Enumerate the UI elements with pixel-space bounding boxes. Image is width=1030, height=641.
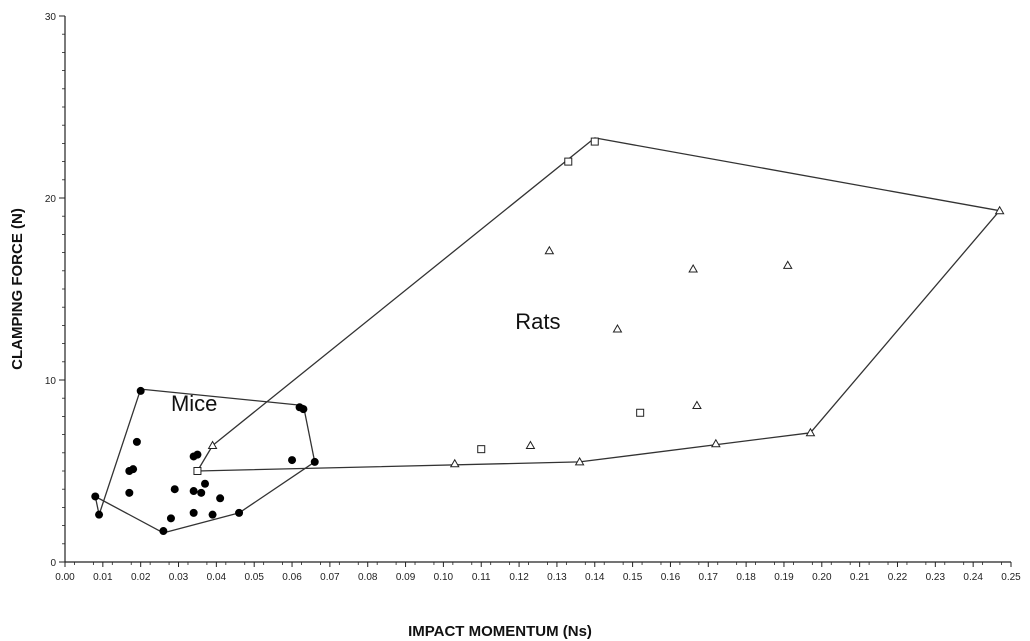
filled-circle-point	[136, 386, 145, 395]
filled-circle-point	[235, 508, 244, 517]
x-tick-label: 0.16	[661, 572, 681, 583]
filled-circle-point	[159, 527, 168, 536]
open-triangle-point	[207, 440, 218, 450]
x-tick-label: 0.07	[320, 572, 340, 583]
open-triangle-point	[612, 324, 623, 333]
open-triangle-point	[782, 260, 793, 269]
x-tick-label: 0.08	[358, 572, 378, 583]
filled-circle-point	[193, 450, 202, 459]
x-tick-label: 0.15	[623, 572, 643, 583]
filled-circle-point	[197, 488, 206, 497]
region-labels: Mice Rats	[171, 309, 561, 416]
region-hulls	[94, 137, 1001, 534]
filled-circle-point	[95, 510, 104, 519]
x-tick-label: 0.10	[434, 572, 454, 583]
open-square-point	[564, 157, 573, 166]
open-triangle-point	[994, 205, 1005, 215]
filled-circle-point	[125, 488, 134, 497]
y-tick-label: 10	[45, 376, 57, 387]
x-tick-label: 0.02	[131, 572, 151, 583]
mice-label: Mice	[171, 391, 217, 416]
y-axis-title: CLAMPING FORCE (N)	[9, 208, 26, 370]
x-tick-label: 0.01	[93, 572, 113, 583]
x-tick-label: 0.21	[850, 572, 870, 583]
x-tick-label: 0.13	[547, 572, 567, 583]
filled-circle-point	[166, 514, 175, 523]
open-square-point	[636, 408, 645, 417]
filled-circle-point	[91, 492, 100, 501]
x-tick-label: 0.12	[509, 572, 529, 583]
x-tick-label: 0.11	[472, 572, 491, 583]
filled-circle-point	[125, 467, 134, 475]
open-square-point	[477, 445, 486, 454]
x-tick-label: 0.24	[963, 572, 983, 583]
axes: 0.00 0.01 0.02 0.03 0.04 0.05 0.06 0.07 0.08 0.09…	[45, 12, 1021, 583]
filled-circle-point	[208, 510, 217, 519]
open-triangle-point	[710, 438, 721, 448]
x-tick-label: 0.20	[812, 572, 832, 583]
filled-circle-point	[295, 403, 304, 412]
rats-hull	[196, 137, 1001, 472]
filled-circle-point	[288, 456, 297, 465]
x-tick-label: 0.03	[169, 572, 189, 583]
open-triangle-point	[544, 245, 555, 255]
open-triangle-point	[449, 458, 460, 468]
open-square-point	[193, 467, 202, 475]
open-square-point	[590, 137, 599, 146]
open-triangle-point	[805, 427, 816, 437]
x-tick-label: 0.23	[926, 572, 946, 583]
open-triangle-point	[688, 263, 699, 273]
y-tick-label: 20	[45, 194, 57, 205]
filled-circle-point	[170, 485, 179, 494]
x-tick-label: 0.05	[244, 572, 264, 583]
y-tick-label: 30	[45, 12, 57, 23]
filled-circle-point	[216, 494, 225, 503]
y-tick-label: 0	[50, 558, 56, 569]
x-tick-label: 0.25	[1001, 572, 1021, 583]
filled-circle-point	[189, 508, 198, 517]
x-tick-label: 0.19	[774, 572, 794, 583]
x-tick-label: 0.06	[282, 572, 302, 583]
filled-circle-point	[132, 437, 141, 446]
filled-circle-point	[201, 479, 210, 488]
data-points	[91, 137, 1005, 536]
x-tick-label: 0.22	[888, 572, 908, 583]
x-tick-label: 0.09	[396, 572, 416, 583]
filled-circle-point	[189, 487, 198, 496]
open-triangle-point	[692, 400, 702, 409]
x-axis-title: IMPACT MOMENTUM (Ns)	[408, 623, 592, 640]
x-tick-label: 0.00	[55, 572, 75, 583]
open-triangle-point	[525, 440, 536, 450]
x-tick-label: 0.04	[207, 572, 227, 583]
x-tick-label: 0.17	[699, 572, 719, 583]
x-tick-label: 0.18	[736, 572, 756, 583]
filled-circle-point	[310, 457, 319, 466]
open-triangle-point	[574, 456, 585, 466]
rats-label: Rats	[515, 309, 560, 334]
x-tick-label: 0.14	[585, 572, 605, 583]
